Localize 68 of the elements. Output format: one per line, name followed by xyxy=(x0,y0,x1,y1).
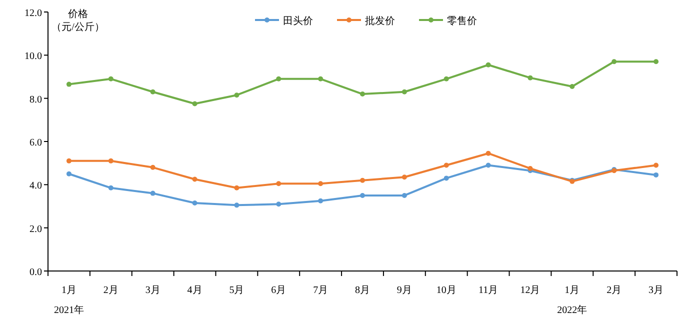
point xyxy=(318,76,324,82)
x-tick-label: 3月 xyxy=(648,285,664,296)
point xyxy=(192,176,198,182)
point xyxy=(150,190,156,196)
x-tick-label: 4月 xyxy=(187,285,202,296)
x-tick-label: 2月 xyxy=(606,285,622,296)
point xyxy=(318,181,324,186)
point xyxy=(276,76,282,82)
point xyxy=(360,178,365,183)
point xyxy=(486,150,491,156)
point xyxy=(402,192,407,198)
point xyxy=(234,92,240,98)
y-tick-label: 2.0 xyxy=(30,224,42,235)
point xyxy=(318,198,324,204)
y-tick-label: 4.0 xyxy=(30,180,42,192)
x-tick-label: 6月 xyxy=(271,285,286,296)
point xyxy=(234,185,240,190)
y-tick-label: 10.0 xyxy=(24,51,42,62)
point xyxy=(276,181,282,186)
text: 2021年 xyxy=(54,304,84,316)
point xyxy=(150,164,156,170)
x-tick-label: 1月 xyxy=(564,285,580,296)
point xyxy=(276,202,282,207)
point xyxy=(654,59,659,64)
point xyxy=(66,82,72,87)
point xyxy=(654,162,659,168)
x-tick-label: 5月 xyxy=(229,285,244,296)
point xyxy=(108,185,114,190)
y-tick-label: 8.0 xyxy=(30,94,42,106)
point xyxy=(108,158,114,164)
x-tick-label: 12月 xyxy=(520,285,540,296)
point xyxy=(486,62,491,68)
point xyxy=(486,162,491,168)
x-tick-label: 1月 xyxy=(61,285,76,296)
point xyxy=(192,200,198,206)
point xyxy=(66,158,72,164)
x-tick-label: 9月 xyxy=(396,285,412,296)
point xyxy=(150,89,156,94)
point xyxy=(66,171,72,176)
x-tick-label: 7月 xyxy=(313,285,328,296)
x-tick-label: 2月 xyxy=(103,285,118,296)
point xyxy=(234,202,240,208)
legend-label: 零售价 xyxy=(447,15,477,27)
x-tick-label: 3月 xyxy=(145,285,160,296)
point xyxy=(402,89,407,94)
point xyxy=(360,192,365,198)
point xyxy=(444,76,449,82)
point xyxy=(528,166,533,171)
point xyxy=(444,176,449,181)
x-tick-label: 8月 xyxy=(355,285,370,296)
point xyxy=(402,174,407,180)
x-tick-label: 11月 xyxy=(478,285,498,296)
text: 2022年 xyxy=(557,304,588,316)
y-tick-label: 12.0 xyxy=(24,8,42,19)
point xyxy=(108,76,114,82)
y-tick-label: 0.0 xyxy=(30,267,42,278)
point xyxy=(360,92,365,97)
point xyxy=(444,162,449,168)
x-tick-label: 10月 xyxy=(436,285,456,296)
point xyxy=(528,75,533,80)
legend-label: 批发价 xyxy=(365,15,395,27)
y-axis-title: 价格（元/公斤） xyxy=(52,8,104,33)
y-tick-label: 6.0 xyxy=(30,138,42,148)
point xyxy=(612,59,617,64)
point xyxy=(192,101,198,106)
point xyxy=(654,172,659,178)
point xyxy=(570,84,575,89)
legend-label: 田头价 xyxy=(283,15,313,27)
